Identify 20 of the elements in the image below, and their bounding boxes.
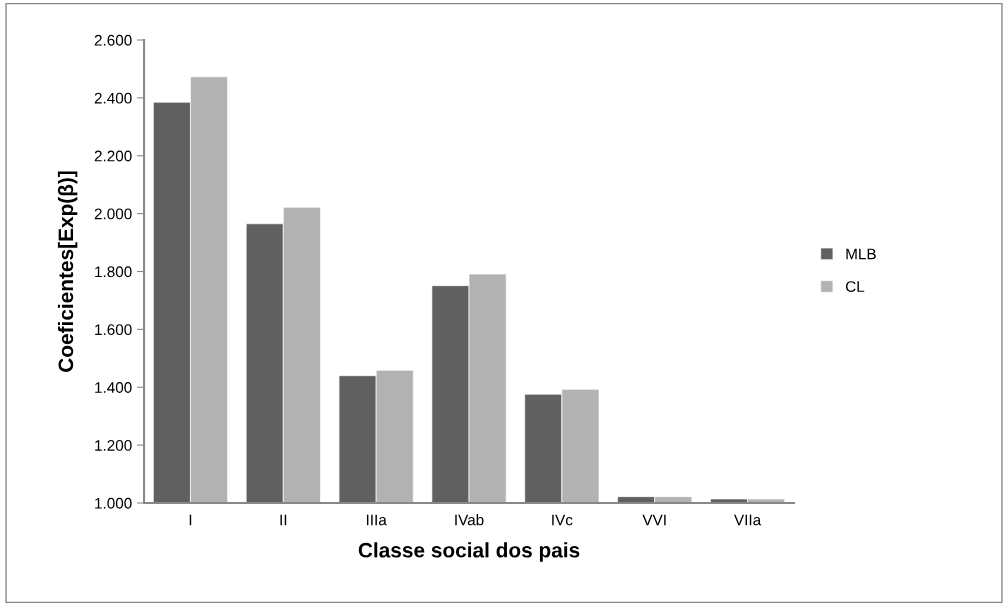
y-tick-label: 1.400 xyxy=(95,382,132,393)
x-tick-label: I xyxy=(189,514,192,526)
legend-label: CL xyxy=(845,281,865,292)
y-axis-title: Coeficientes[Exp(β)] xyxy=(57,171,78,372)
x-tick-label: IIIa xyxy=(366,514,387,526)
y-tick-label: 1.200 xyxy=(95,439,132,451)
y-tick-label: 1.000 xyxy=(95,497,132,509)
y-tick-label: 2.400 xyxy=(94,92,132,104)
x-tick-label: IVc xyxy=(552,514,573,526)
y-tick-label: 1.600 xyxy=(95,324,132,336)
y-tick-label: 1.800 xyxy=(95,266,132,278)
y-tick-label: 2.200 xyxy=(94,150,132,162)
y-tick-label: 2.600 xyxy=(94,34,132,46)
y-tick-label: 2.000 xyxy=(94,208,132,220)
x-tick-label: IVab xyxy=(455,514,484,526)
legend-label: MLB xyxy=(846,248,876,260)
x-axis-title: Classe social dos pais xyxy=(358,542,580,562)
x-tick-label: II xyxy=(280,514,287,526)
x-tick-label: VVI xyxy=(642,514,666,526)
x-tick-label: VIIa xyxy=(734,514,762,526)
